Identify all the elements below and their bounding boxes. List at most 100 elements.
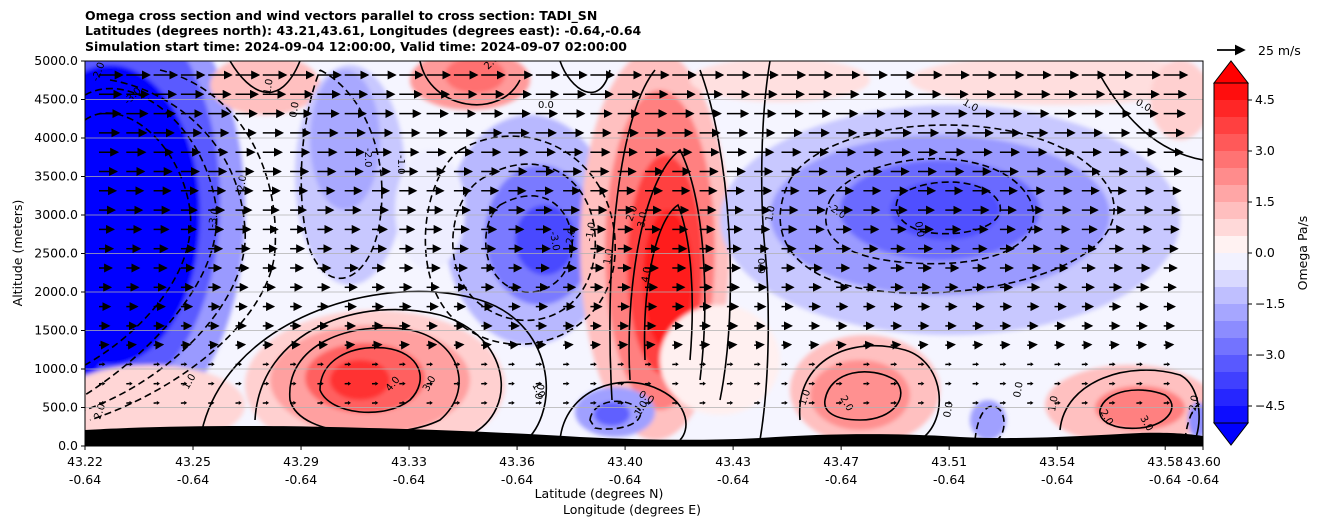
x-axis-label-latitude: Latitude (degrees N) [535, 486, 664, 501]
chart-title-line-2: Latitudes (degrees north): 43.21,43.61, … [85, 23, 642, 38]
y-tick-label: 3500.0 [34, 169, 78, 184]
x-tick-label-lat: 43.47 [823, 454, 859, 469]
wind-vector [399, 345, 408, 346]
wind-vector [236, 345, 245, 346]
x-tick-label-lon: -0.64 [393, 472, 425, 487]
wind-vector [863, 345, 872, 346]
wind-vector [891, 345, 900, 346]
wind-vector [509, 345, 518, 346]
wind-vector [1109, 345, 1118, 346]
colorbar-tick-label: 4.5 [1255, 92, 1275, 107]
colorbar-level [1214, 185, 1248, 203]
colorbar-level [1214, 151, 1248, 169]
colorbar-level [1214, 236, 1248, 254]
contour-label: 0.0 [755, 258, 766, 274]
wind-vector [563, 345, 572, 346]
wind-vector [809, 345, 818, 346]
x-tick-label-lon: -0.64 [825, 472, 857, 487]
wind-vector [1136, 345, 1145, 346]
wind-vector [263, 345, 272, 346]
omega-region-neg-col-b [310, 70, 380, 210]
colorbar-tick-label: −3.0 [1255, 347, 1285, 362]
colorbar-level [1214, 168, 1248, 186]
colorbar-level [1214, 406, 1248, 424]
wind-vector [1082, 345, 1091, 346]
wind-vector [973, 345, 982, 346]
x-tick-label-lon: -0.64 [609, 472, 641, 487]
y-axis: 0.0500.01000.01500.02000.02500.03000.035… [34, 53, 85, 453]
colorbar-level [1214, 202, 1248, 220]
wind-vector [181, 345, 190, 346]
x-axis-label-longitude: Longitude (degrees E) [563, 502, 701, 517]
x-tick-label-lon: -0.64 [69, 472, 101, 487]
x-tick-label-lon: -0.64 [1041, 472, 1073, 487]
wind-vector [945, 345, 954, 346]
x-tick-label-lat: 43.58 [1147, 454, 1183, 469]
colorbar-level [1214, 83, 1248, 101]
y-axis-label: Altitude (meters) [10, 200, 25, 307]
chart-title-line-3: Simulation start time: 2024-09-04 12:00:… [85, 39, 627, 54]
colorbar-level [1214, 389, 1248, 407]
x-tick-label-lat: 43.22 [67, 454, 103, 469]
colorbar: 4.53.01.50.0−1.5−3.0−4.5 [1214, 61, 1285, 445]
x-tick-label-lat: 43.51 [931, 454, 967, 469]
x-tick-label-lat: 43.25 [175, 454, 211, 469]
x-tick-label-lon: -0.64 [501, 472, 533, 487]
wind-vector [208, 345, 217, 346]
y-tick-label: 4500.0 [34, 92, 78, 107]
colorbar-level [1214, 338, 1248, 356]
wind-vector [782, 345, 791, 346]
x-tick-label-lon: -0.64 [1149, 472, 1181, 487]
wind-vector [99, 345, 108, 346]
x-tick-label-lat: 43.60 [1185, 454, 1221, 469]
colorbar-level [1214, 372, 1248, 390]
y-tick-label: 500.0 [42, 400, 78, 415]
wind-vector [590, 345, 599, 346]
x-tick-label-lat: 43.33 [391, 454, 427, 469]
x-axis: 43.22 -0.64 43.25 -0.64 43.29 -0.64 43.33 -0.64… [67, 446, 1221, 487]
y-tick-label: 2500.0 [34, 246, 78, 261]
plot-area: -2.0 -3.0 -3.0 -2.0 1.0 0.0 -2.0 -1.0 2.… [0, 0, 1215, 460]
wind-vector [372, 345, 381, 346]
wind-vector [481, 345, 490, 346]
wind-vector [700, 345, 709, 346]
wind-vector [154, 345, 163, 346]
wind-vector [645, 345, 654, 346]
x-tick-label-lat: 43.36 [499, 454, 535, 469]
omega-region-pos-top-right-b [1150, 60, 1210, 140]
wind-vector [290, 345, 299, 346]
x-tick-label-lon: -0.64 [1187, 472, 1219, 487]
contour-label: -2.0 [362, 148, 373, 168]
colorbar-level [1214, 355, 1248, 373]
wind-vector [427, 345, 436, 346]
colorbar-tick-label: −1.5 [1255, 296, 1285, 311]
wind-vector [618, 345, 627, 346]
colorbar-label: Omega Pa/s [1295, 216, 1310, 291]
colorbar-tick-label: 0.0 [1255, 245, 1275, 260]
y-tick-label: 5000.0 [34, 53, 78, 68]
wind-vector [126, 345, 135, 346]
colorbar-tick-label: 1.5 [1255, 194, 1275, 209]
wind-vector [727, 345, 736, 346]
wind-vector [536, 345, 545, 346]
colorbar-level [1214, 287, 1248, 305]
wind-vector [454, 345, 463, 346]
wind-vector [1027, 345, 1036, 346]
colorbar-level [1214, 321, 1248, 339]
colorbar-level [1214, 304, 1248, 322]
x-tick-label-lat: 43.40 [607, 454, 643, 469]
wind-vector [672, 345, 681, 346]
y-tick-label: 4000.0 [34, 130, 78, 145]
x-tick-label-lat: 43.43 [715, 454, 751, 469]
y-tick-label: 3000.0 [34, 207, 78, 222]
wind-vector [345, 345, 354, 346]
x-tick-label-lon: -0.64 [933, 472, 965, 487]
colorbar-level [1214, 117, 1248, 135]
y-tick-label: 0.0 [58, 438, 78, 453]
wind-vector [317, 345, 326, 346]
x-tick-label-lat: 43.29 [283, 454, 319, 469]
wind-vector [1164, 345, 1173, 346]
omega-region-pos-top-mid [690, 58, 870, 102]
colorbar-level [1214, 219, 1248, 237]
